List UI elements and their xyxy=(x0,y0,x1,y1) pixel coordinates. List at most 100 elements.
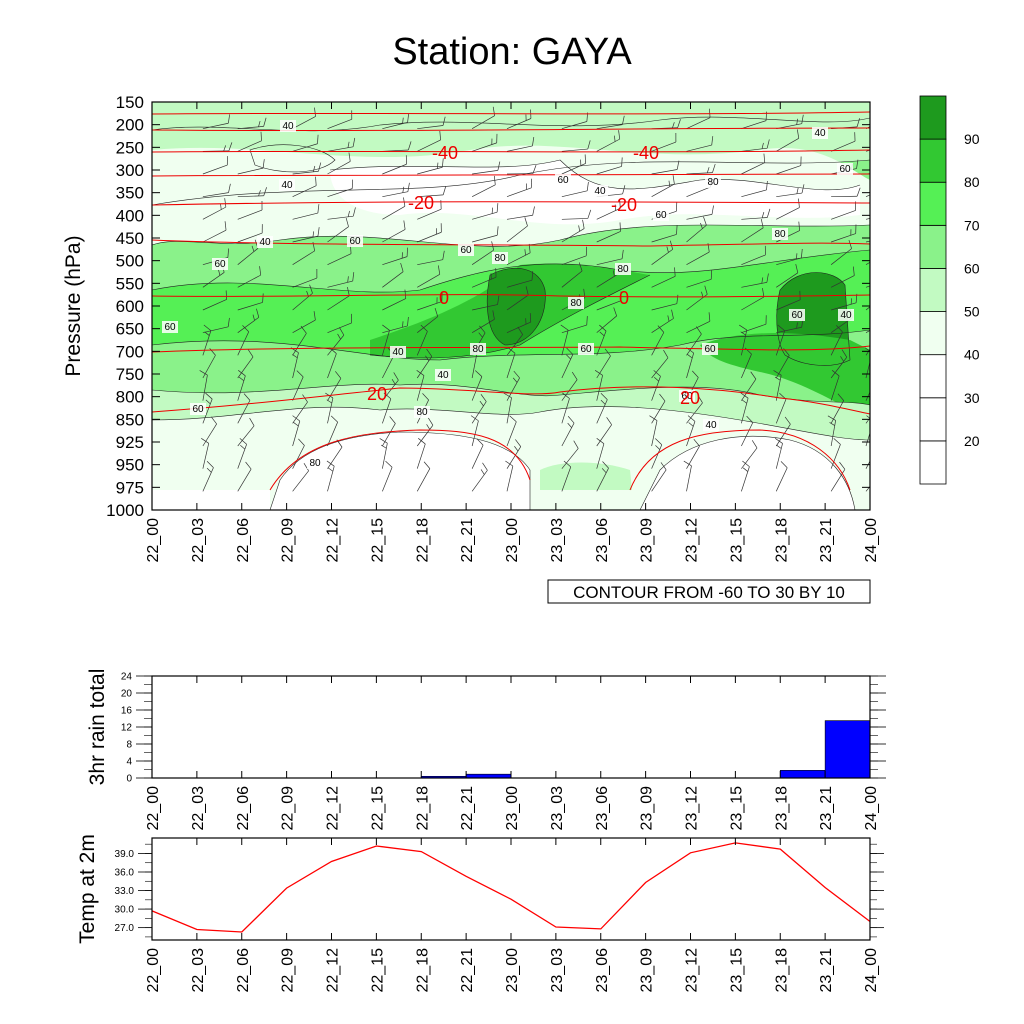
contour-label-bg xyxy=(615,263,631,275)
wind-barb xyxy=(292,401,308,424)
contour-label-bg xyxy=(772,228,788,240)
wind-barb-flag xyxy=(210,416,217,425)
wind-barb-flag xyxy=(470,415,479,422)
wind-barb xyxy=(506,294,529,311)
wind-barb xyxy=(202,467,214,492)
humidity-contour-label: 80 xyxy=(617,264,629,275)
wind-barb xyxy=(561,330,569,356)
humidity-contour-label: 60 xyxy=(557,175,569,186)
wind-barb xyxy=(417,125,444,130)
wind-barb xyxy=(776,207,800,220)
wind-barb-flag xyxy=(426,424,431,430)
wind-barb xyxy=(292,185,317,197)
wind-barb xyxy=(382,191,408,198)
wind-barb-flag xyxy=(507,347,516,354)
wind-barb xyxy=(237,331,250,356)
colorbar-swatch xyxy=(919,268,947,312)
wind-barb xyxy=(416,425,434,447)
wind-barb-flag xyxy=(891,228,892,237)
humidity-contour-label: 40 xyxy=(392,347,404,358)
wind-barb-flag xyxy=(619,222,621,232)
wind-barb xyxy=(596,231,621,243)
wind-barb xyxy=(686,465,692,492)
wind-barb xyxy=(327,353,337,379)
pressure-axis: 1502002503003504004505005506006507007508… xyxy=(106,93,870,520)
wind-barb xyxy=(506,279,533,288)
pressure-tick-label: 750 xyxy=(116,365,144,384)
pressure-tick-label: 200 xyxy=(116,116,144,135)
wind-barb-flag xyxy=(886,209,887,215)
time-tick-label: 22_06 xyxy=(235,518,252,563)
wind-barb-flag xyxy=(856,187,861,197)
wind-barb xyxy=(651,234,677,243)
wind-barb-flag xyxy=(677,119,681,128)
pressure-tick-label: 850 xyxy=(116,410,144,429)
contour-label-bg xyxy=(347,235,363,247)
wind-barb xyxy=(596,315,617,333)
contour-label-bg xyxy=(592,185,608,197)
wind-barb xyxy=(741,353,752,379)
wind-barb xyxy=(596,258,623,266)
wind-barb-flag xyxy=(434,307,439,317)
wind-barb xyxy=(651,420,658,447)
wind-barb xyxy=(596,138,620,152)
wind-barb xyxy=(561,354,574,379)
wind-barb xyxy=(686,144,712,152)
wind-barb-flag xyxy=(437,265,441,275)
wind-barb xyxy=(237,375,246,401)
isotherm-line xyxy=(269,429,531,491)
wind-barb-flag xyxy=(505,460,514,467)
wind-barb-flag xyxy=(476,438,484,446)
contour-label-bg xyxy=(307,457,323,469)
wind-barb-flag xyxy=(688,422,694,427)
wind-barb-flag xyxy=(856,159,859,169)
wind-barb xyxy=(202,122,229,130)
wind-barb-flag xyxy=(839,461,846,470)
wind-barb xyxy=(741,189,767,198)
wind-barb-flag xyxy=(524,217,528,227)
isotherm-label: 0 xyxy=(619,288,629,308)
humidity-contour-label: 60 xyxy=(164,322,176,333)
wind-barb-flag xyxy=(612,270,615,277)
temp-2m-line xyxy=(151,842,871,933)
time-tick-label: 22_12 xyxy=(325,948,342,993)
wind-barb-flag xyxy=(337,333,341,340)
wind-barb-flag xyxy=(586,316,588,326)
wind-barb xyxy=(382,330,390,356)
wind-barb-flag xyxy=(604,348,611,357)
isotherm-label: 20 xyxy=(367,384,387,404)
time-tick-label: 22_12 xyxy=(325,518,342,563)
wind-barb xyxy=(382,256,408,265)
wind-barb-flag xyxy=(503,392,512,399)
wind-barb-flag xyxy=(691,370,699,378)
wind-barb xyxy=(472,170,498,175)
wind-barb xyxy=(830,375,840,401)
humidity-contour-label: 40 xyxy=(705,420,717,431)
humidity-contour-label: 40 xyxy=(281,180,293,191)
colorbar-swatch xyxy=(919,95,947,140)
wind-barb xyxy=(417,208,442,220)
wind-barb xyxy=(292,116,316,129)
wind-barb xyxy=(686,402,703,424)
wind-barb xyxy=(471,420,479,447)
humidity-contour-label: 60 xyxy=(839,164,851,175)
wind-barb xyxy=(472,211,498,220)
wind-barb xyxy=(651,303,677,311)
wind-barb xyxy=(202,398,213,424)
wind-barb xyxy=(327,188,353,197)
pressure-tick-label: 350 xyxy=(116,184,144,203)
wind-barb xyxy=(471,276,497,288)
time-tick-label: 23_06 xyxy=(594,786,611,831)
wind-barb-flag xyxy=(480,394,487,402)
wind-barb xyxy=(596,124,623,130)
wind-barb xyxy=(651,469,667,492)
wind-barb xyxy=(831,210,856,220)
wind-barb-flag xyxy=(382,324,390,331)
wind-barb-flag xyxy=(475,370,483,377)
humidity-contour-label: 60 xyxy=(214,259,226,270)
time-tick-label: 23_09 xyxy=(639,948,656,993)
wind-barb-flag xyxy=(796,187,799,194)
wind-barb-flag xyxy=(704,285,708,295)
wind-barb-flag xyxy=(582,219,585,229)
wind-barb xyxy=(741,217,768,220)
